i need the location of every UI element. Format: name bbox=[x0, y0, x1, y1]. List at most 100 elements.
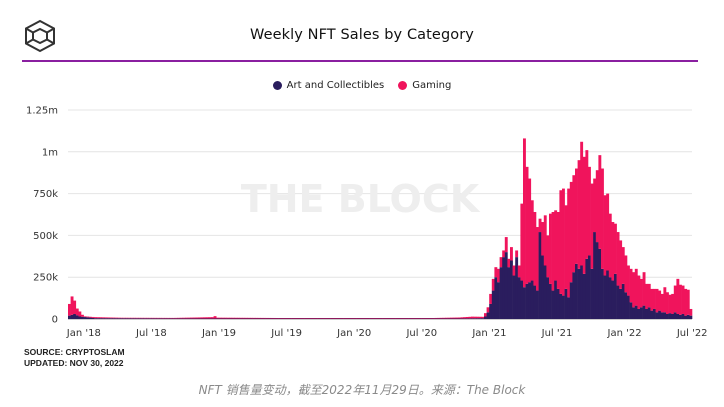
bar-art-collectibles bbox=[244, 318, 248, 319]
bar-gaming bbox=[634, 268, 638, 306]
bar-gaming bbox=[538, 218, 542, 233]
bar-art-collectibles bbox=[406, 318, 409, 319]
bar-art-collectibles bbox=[354, 318, 357, 319]
bar-art-collectibles bbox=[512, 275, 516, 319]
bar-gaming bbox=[621, 247, 625, 284]
bar-gaming bbox=[556, 211, 560, 289]
bar-gaming bbox=[317, 317, 321, 319]
bar-art-collectibles bbox=[525, 283, 529, 319]
bar-art-collectibles bbox=[237, 318, 240, 319]
bar-art-collectibles bbox=[153, 318, 157, 319]
bar-gaming bbox=[174, 317, 178, 319]
bar-gaming bbox=[302, 317, 305, 319]
bar-gaming bbox=[681, 285, 685, 314]
bar-art-collectibles bbox=[398, 318, 402, 319]
bar-gaming bbox=[429, 317, 433, 319]
bar-gaming bbox=[616, 232, 620, 286]
bar-gaming bbox=[624, 255, 628, 293]
bar-gaming bbox=[322, 317, 326, 319]
bar-gaming bbox=[385, 317, 389, 319]
bar-gaming bbox=[224, 317, 227, 319]
bar-art-collectibles bbox=[551, 290, 555, 319]
bar-gaming bbox=[374, 317, 378, 319]
chart-title: Weekly NFT Sales by Category bbox=[250, 27, 474, 43]
bar-art-collectibles bbox=[473, 318, 477, 319]
bar-art-collectibles bbox=[655, 312, 659, 319]
bar-gaming bbox=[234, 317, 238, 319]
bar-art-collectibles bbox=[127, 318, 131, 319]
bar-art-collectibles bbox=[68, 315, 71, 319]
watermark-text: THE BLOCK bbox=[241, 177, 481, 221]
bar-gaming bbox=[411, 317, 415, 319]
updated-line: UPDATED: NOV 30, 2022 bbox=[24, 358, 124, 368]
bar-art-collectibles bbox=[333, 318, 337, 319]
bar-gaming bbox=[525, 166, 529, 284]
bar-art-collectibles bbox=[78, 316, 82, 319]
bar-gaming bbox=[83, 316, 87, 318]
bar-gaming bbox=[166, 317, 170, 319]
bar-art-collectibles bbox=[299, 318, 303, 319]
bar-art-collectibles bbox=[543, 265, 547, 319]
bar-gaming bbox=[686, 289, 690, 315]
bar-gaming bbox=[263, 317, 266, 319]
bar-art-collectibles bbox=[198, 318, 201, 319]
bar-gaming bbox=[78, 311, 82, 317]
legend-swatch-art bbox=[272, 81, 282, 90]
bar-art-collectibles bbox=[515, 257, 519, 319]
bar-art-collectibles bbox=[504, 252, 508, 319]
bar-art-collectibles bbox=[309, 318, 313, 319]
bar-art-collectibles bbox=[577, 268, 581, 319]
x-tick-label: Jul '22 bbox=[676, 328, 708, 339]
bar-art-collectibles bbox=[338, 318, 342, 319]
bar-art-collectibles bbox=[546, 277, 550, 319]
bar-gaming bbox=[278, 317, 282, 319]
bar-art-collectibles bbox=[585, 258, 589, 319]
bar-gaming bbox=[325, 317, 329, 319]
bar-gaming bbox=[569, 181, 573, 283]
bar-art-collectibles bbox=[75, 315, 79, 319]
bar-gaming bbox=[476, 316, 480, 319]
bar-art-collectibles bbox=[400, 318, 404, 319]
bar-gaming bbox=[382, 317, 386, 319]
bar-art-collectibles bbox=[640, 307, 643, 319]
bar-gaming bbox=[320, 317, 324, 319]
bar-gaming bbox=[416, 317, 420, 319]
bar-gaming bbox=[380, 317, 383, 319]
bar-art-collectibles bbox=[239, 318, 243, 319]
x-tick-label: Jul '20 bbox=[405, 328, 437, 339]
bar-gaming bbox=[673, 285, 677, 313]
bar-gaming bbox=[356, 317, 360, 319]
bar-gaming bbox=[608, 213, 612, 278]
bar-art-collectibles bbox=[364, 318, 368, 319]
bar-gaming bbox=[601, 168, 604, 269]
y-tick-label: 750k bbox=[33, 189, 58, 200]
bar-gaming bbox=[335, 317, 339, 319]
bar-art-collectibles bbox=[676, 313, 680, 319]
bar-gaming bbox=[546, 235, 550, 278]
bar-gaming bbox=[666, 292, 669, 314]
bar-art-collectibles bbox=[216, 318, 220, 319]
bar-art-collectibles bbox=[226, 318, 230, 319]
bar-art-collectibles bbox=[164, 318, 168, 319]
bar-gaming bbox=[689, 308, 693, 316]
bar-gaming bbox=[96, 317, 100, 319]
bar-gaming bbox=[507, 258, 511, 268]
bar-gaming bbox=[354, 317, 357, 319]
bar-gaming bbox=[156, 317, 160, 319]
bar-art-collectibles bbox=[166, 318, 170, 319]
bar-gaming bbox=[364, 317, 368, 319]
bar-gaming bbox=[468, 316, 472, 319]
bar-gaming bbox=[226, 317, 230, 319]
bar-gaming bbox=[159, 317, 162, 319]
bar-art-collectibles bbox=[686, 314, 690, 319]
bar-gaming bbox=[195, 317, 199, 319]
bar-gaming bbox=[377, 317, 381, 319]
bar-art-collectibles bbox=[302, 318, 305, 319]
bar-art-collectibles bbox=[294, 318, 298, 319]
bar-art-collectibles bbox=[156, 318, 160, 319]
bar-gaming bbox=[330, 317, 334, 319]
bar-gaming bbox=[120, 317, 123, 319]
bar-gaming bbox=[283, 317, 287, 319]
bar-gaming bbox=[276, 317, 279, 319]
bar-art-collectibles bbox=[588, 255, 591, 319]
